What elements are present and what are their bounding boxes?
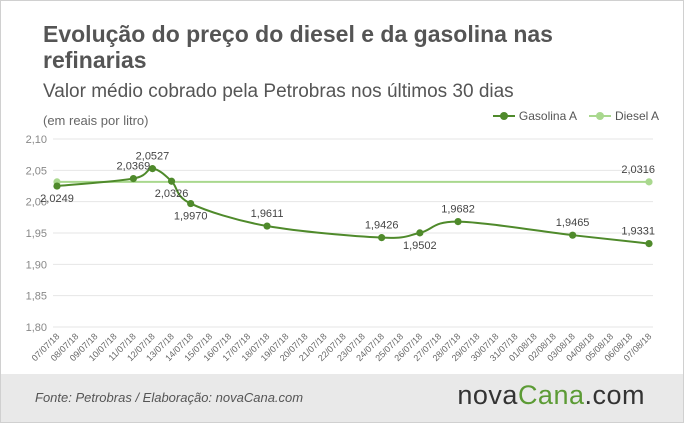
data-point-gasolina	[53, 182, 61, 190]
legend-marker-gasolina	[492, 111, 515, 121]
data-point-gasolina	[454, 217, 462, 226]
data-label-gasolina: 1,9682	[441, 204, 475, 216]
y-tick-label: 2,00	[26, 197, 47, 209]
chart-subtitle: Valor médio cobrado pela Petrobras nos ú…	[43, 81, 514, 102]
data-label-gasolina: 2,0249	[40, 193, 74, 205]
y-tick-label: 2,10	[26, 134, 47, 146]
unit-label: (em reais por litro)	[43, 113, 149, 128]
data-label-gasolina: 1,9426	[365, 220, 399, 232]
y-tick-label: 1,90	[26, 259, 47, 271]
data-label-gasolina: 2,0326	[155, 188, 189, 200]
data-point-diesel	[645, 178, 653, 186]
data-label-gasolina: 1,9331	[621, 226, 655, 238]
line-chart: 1,801,851,901,952,002,052,1007/07/1808/0…	[26, 134, 655, 363]
data-point-gasolina	[148, 165, 157, 173]
legend-marker-diesel	[588, 111, 611, 121]
footer: Fonte: Petrobras / Elaboração: novaCana.…	[1, 374, 683, 422]
source-note: Fonte: Petrobras / Elaboração: novaCana.…	[35, 390, 304, 405]
legend-item-gasolina: Gasolina A	[492, 109, 577, 123]
y-tick-label: 2,05	[26, 165, 47, 177]
data-point-gasolina	[187, 199, 195, 208]
y-tick-label: 1,85	[26, 291, 47, 303]
legend-label-diesel: Diesel A	[614, 109, 659, 123]
data-point-gasolina	[129, 174, 137, 183]
y-tick-label: 1,80	[26, 322, 47, 334]
data-label-gasolina: 2,0369	[117, 161, 151, 173]
data-point-gasolina	[569, 231, 577, 239]
legend-item-diesel: Diesel A	[588, 109, 659, 123]
legend: Gasolina A Diesel A	[481, 109, 659, 123]
legend-label-gasolina: Gasolina A	[518, 109, 577, 123]
data-point-gasolina	[645, 239, 653, 248]
data-label-gasolina: 1,9465	[556, 217, 590, 229]
brand-logo: novaCana.com	[457, 380, 645, 410]
data-label-gasolina: 1,9502	[403, 240, 437, 252]
chart-title: Evolução do preço do diesel e da gasolin…	[43, 21, 553, 73]
data-label-gasolina: 1,9611	[251, 208, 284, 220]
data-point-gasolina	[416, 229, 424, 237]
data-label-gasolina: 2,0527	[136, 151, 170, 163]
data-point-gasolina	[378, 234, 386, 242]
data-label-gasolina: 1,9970	[174, 211, 208, 223]
data-point-gasolina	[167, 177, 176, 185]
data-label-diesel: 2,0316	[621, 164, 655, 176]
y-tick-label: 1,95	[26, 228, 47, 240]
data-point-gasolina	[263, 222, 271, 230]
series-line-gasolina	[56, 167, 650, 245]
